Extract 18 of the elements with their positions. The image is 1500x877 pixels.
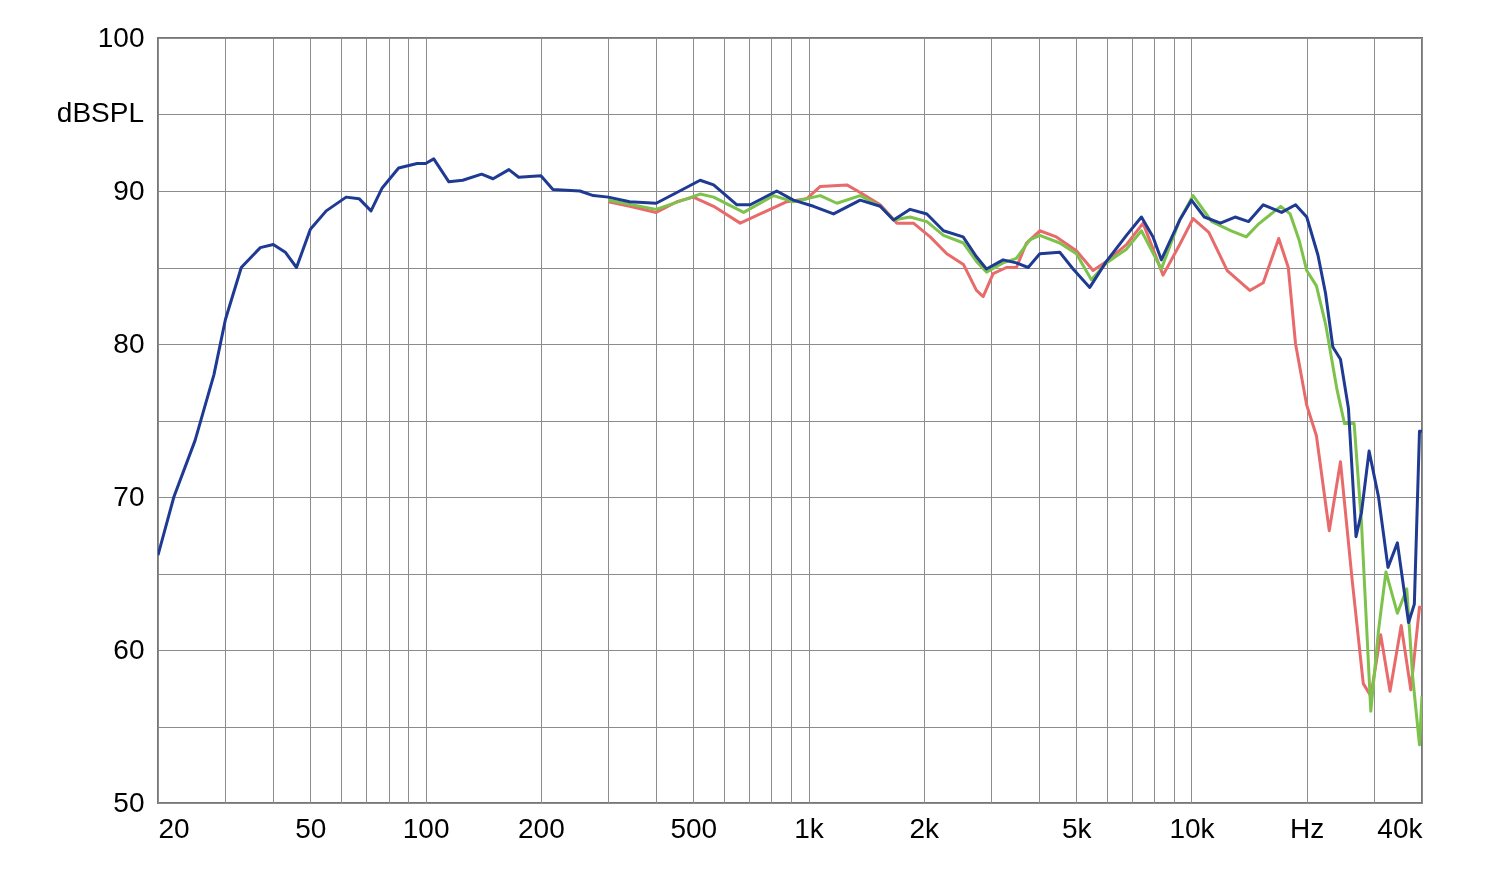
x-tick-label: 100 xyxy=(402,812,450,844)
x-tick-label: 2k xyxy=(909,812,941,844)
y-tick-label: 80 xyxy=(113,327,145,359)
y-tick-label: 60 xyxy=(113,633,145,665)
y-tick-label: 100 xyxy=(97,21,145,53)
x-tick-label: 200 xyxy=(518,812,565,844)
y-axis-title: dBSPL xyxy=(56,97,144,128)
x-tick-label: 5k xyxy=(1061,812,1093,844)
x-tick-label: 10k xyxy=(1169,812,1216,844)
y-tick-label: 70 xyxy=(113,480,145,512)
y-tick-label: 90 xyxy=(113,174,145,206)
y-tick-label: 50 xyxy=(113,786,145,818)
x-tick-label: 50 xyxy=(295,812,327,844)
x-tick-label: 20 xyxy=(158,812,190,844)
x-tick-label: 40k xyxy=(1377,812,1424,844)
x-tick-label: 500 xyxy=(670,812,718,844)
x-tick-label: 1k xyxy=(794,812,825,844)
x-tick-label: Hz xyxy=(1290,812,1325,844)
